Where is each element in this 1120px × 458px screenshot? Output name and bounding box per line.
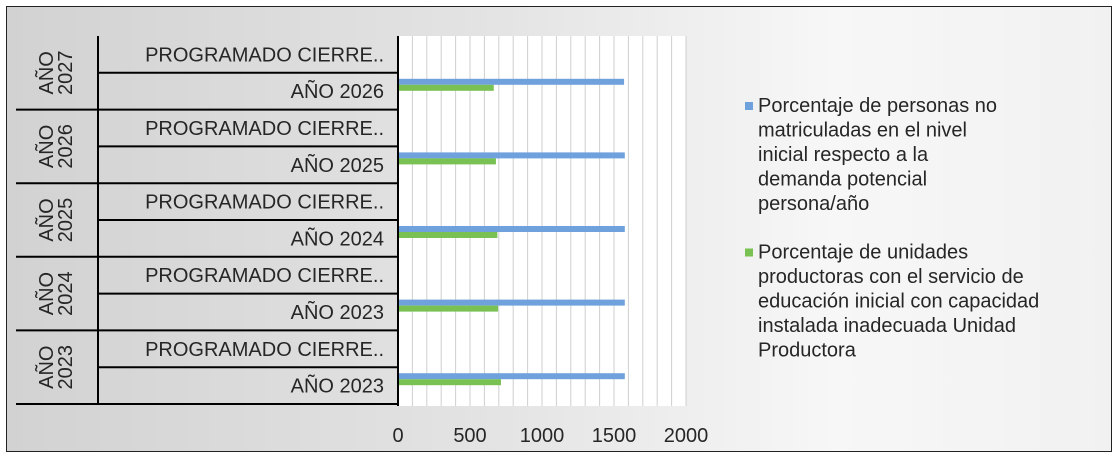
bar-series-2 (398, 379, 501, 386)
bar-series-1 (398, 373, 625, 380)
grid (411, 36, 687, 406)
group-label: AÑO2025 (34, 198, 77, 243)
category-label: AÑO 2026 (291, 79, 384, 103)
legend: Porcentaje de personas no matriculadas en… (745, 95, 1039, 362)
bar-series-1 (398, 78, 625, 85)
category-label: PROGRAMADO CIERRE.. (145, 339, 384, 361)
group-label: AÑO2027 (34, 51, 77, 96)
legend-label: Porcentaje de personas no matriculadas en… (758, 95, 997, 215)
category-label: PROGRAMADO CIERRE.. (145, 265, 384, 287)
group-label: AÑO2026 (34, 124, 77, 169)
bar-series-2 (398, 158, 496, 165)
bar-series-1 (398, 152, 625, 159)
category-label: PROGRAMADO CIERRE.. (145, 118, 384, 140)
x-tick-label: 500 (453, 425, 486, 447)
chart: AÑO2027 PROGRAMADO CIERRE.. AÑO 2026 AÑO202… (6, 6, 1112, 452)
category-label: AÑO 2025 (291, 153, 384, 177)
legend-swatch (745, 102, 753, 110)
bar-series-2 (398, 305, 499, 312)
x-tick-label: 2000 (664, 425, 709, 447)
x-axis-ticks: 0 500 1000 1500 2000 (392, 425, 708, 447)
category-label: AÑO 2023 (291, 300, 384, 324)
x-tick-label: 1000 (520, 425, 565, 447)
bars (398, 78, 625, 386)
category-label: PROGRAMADO CIERRE.. (145, 192, 384, 214)
category-label: AÑO 2023 (291, 374, 384, 398)
bar-series-1 (398, 226, 625, 232)
category-axis: AÑO2027 PROGRAMADO CIERRE.. AÑO 2026 AÑO202… (16, 36, 399, 406)
x-tick-label: 0 (392, 425, 403, 447)
legend-swatch (745, 248, 753, 257)
group-label: AÑO2023 (34, 345, 77, 390)
bar-series-2 (398, 84, 494, 91)
bar-series-1 (398, 299, 625, 306)
legend-label: Porcentaje de unidades productoras con el… (758, 242, 1039, 362)
x-tick-label: 1500 (592, 425, 637, 447)
category-label: PROGRAMADO CIERRE.. (145, 44, 384, 66)
category-label: AÑO 2024 (291, 226, 384, 250)
group-label: AÑO2024 (34, 271, 77, 316)
bar-series-2 (398, 232, 498, 238)
